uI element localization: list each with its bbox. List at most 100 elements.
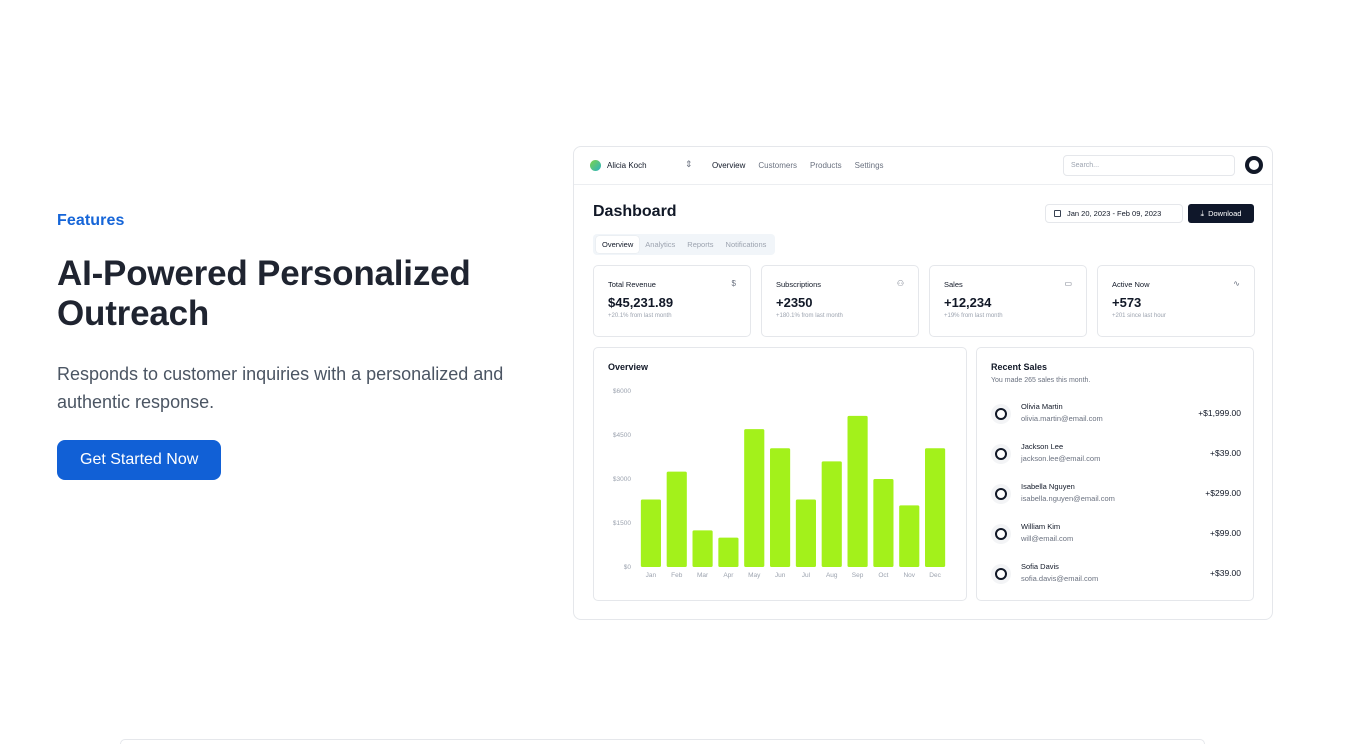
bar-jul (795, 499, 816, 567)
stat-card-revenue: Total Revenue $ $45,231.89 +20.1% from l… (593, 265, 751, 337)
sale-amount: +$299.00 (1205, 488, 1241, 498)
x-tick-label: Aug (826, 572, 838, 579)
dashboard-tabs: Overview Analytics Reports Notifications (593, 234, 776, 255)
recent-sales-title: Recent Sales (991, 362, 1048, 372)
user-avatar-icon (1249, 160, 1259, 170)
y-tick-label: $6000 (613, 388, 631, 395)
sale-name: Isabella Nguyen (1021, 482, 1075, 491)
hero-headline: AI-Powered Personalized Outreach (57, 254, 471, 333)
tab-analytics[interactable]: Analytics (645, 240, 676, 249)
y-tick-label: $0 (624, 564, 632, 571)
sale-name: Jackson Lee (1021, 442, 1064, 451)
list-item: Sofia Davis sofia.davis@email.com +$39.0… (991, 562, 1241, 586)
user-avatar[interactable] (1245, 156, 1263, 174)
sale-email: sofia.davis@email.com (1021, 574, 1099, 583)
list-item: Isabella Nguyen isabella.nguyen@email.co… (991, 482, 1241, 506)
bar-feb (666, 471, 687, 567)
stat-cards: Total Revenue $ $45,231.89 +20.1% from l… (593, 265, 1255, 337)
y-tick-label: $3000 (613, 476, 631, 483)
features-eyebrow: Features (57, 212, 125, 229)
nav-products[interactable]: Products (810, 161, 842, 170)
date-range-picker[interactable]: Jan 20, 2023 - Feb 09, 2023 (1045, 204, 1183, 223)
sale-name: William Kim (1021, 522, 1061, 531)
nav-overview[interactable]: Overview (712, 161, 746, 170)
x-tick-label: Sep (852, 572, 864, 579)
bar-jun (770, 448, 791, 567)
download-button[interactable]: ⤓ Download (1188, 204, 1254, 223)
download-icon: ⤓ (1200, 208, 1205, 218)
calendar-icon (1054, 210, 1061, 217)
sale-amount: +$39.00 (1210, 568, 1241, 578)
stat-value: +2350 (776, 295, 813, 310)
stat-value: +573 (1112, 295, 1142, 310)
nav-settings[interactable]: Settings (854, 161, 884, 170)
overview-title: Overview (608, 362, 649, 372)
tab-overview[interactable]: Overview (596, 236, 640, 253)
person-icon (995, 448, 1007, 460)
avatar (991, 524, 1011, 544)
bar-may (744, 429, 765, 567)
x-tick-label: Jun (775, 572, 786, 579)
bar-dec (925, 448, 946, 567)
main-nav: Overview Customers Products Settings (712, 161, 884, 170)
sale-email: olivia.martin@email.com (1021, 414, 1103, 423)
bar-mar (692, 530, 713, 567)
x-tick-label: Mar (697, 572, 709, 579)
tab-notifications[interactable]: Notifications (725, 240, 767, 249)
stat-sub: +180.1% from last month (776, 313, 843, 319)
credit-card-icon: ▭ (1064, 279, 1072, 288)
stat-card-sales: Sales ▭ +12,234 +19% from last month (929, 265, 1087, 337)
stat-label: Total Revenue (608, 280, 656, 289)
search-input[interactable]: Search... (1063, 155, 1235, 176)
sale-email: isabella.nguyen@email.com (1021, 494, 1115, 503)
stat-card-active: Active Now ∿ +573 +201 since last hour (1097, 265, 1255, 337)
dashboard-preview: Alicia Koch ⇕ Overview Customers Product… (573, 146, 1273, 620)
bar-apr (718, 537, 739, 567)
stat-card-subscriptions: Subscriptions ⚇ +2350 +180.1% from last … (761, 265, 919, 337)
bar-oct (873, 479, 894, 567)
person-icon (995, 488, 1007, 500)
sale-amount: +$99.00 (1210, 528, 1241, 538)
avatar (991, 444, 1011, 464)
get-started-button[interactable]: Get Started Now (57, 440, 222, 480)
stat-label: Subscriptions (776, 280, 822, 289)
x-tick-label: May (748, 572, 761, 579)
list-item: Jackson Lee jackson.lee@email.com +$39.0… (991, 442, 1241, 466)
avatar (991, 404, 1011, 424)
sale-name: Olivia Martin (1021, 402, 1063, 411)
sale-email: jackson.lee@email.com (1021, 454, 1101, 463)
next-section-edge (120, 739, 1205, 744)
avatar (991, 564, 1011, 584)
tab-reports[interactable]: Reports (687, 240, 714, 249)
x-tick-label: Oct (878, 572, 888, 579)
x-tick-label: Jan (646, 572, 657, 579)
stat-label: Sales (944, 280, 963, 289)
download-label: Download (1208, 209, 1242, 218)
team-avatar-icon (590, 160, 601, 171)
list-item: Olivia Martin olivia.martin@email.com +$… (991, 402, 1241, 426)
y-tick-label: $4500 (613, 432, 631, 439)
person-icon (995, 568, 1007, 580)
bar-nov (899, 505, 920, 567)
overview-bar-chart: $0 $1500 $3000 $4500 $6000 Jan Feb Mar Apr May Jun… (613, 388, 946, 579)
bar-jan (640, 499, 661, 567)
stat-sub: +19% from last month (944, 313, 1003, 319)
hero-section: Features AI-Powered Personalized Outreac… (57, 212, 517, 480)
dollar-icon: $ (731, 279, 736, 288)
stat-value: $45,231.89 (608, 295, 674, 310)
overview-card: Overview $0 $1500 $3000 $4500 $6000 Jan Feb Mar… (593, 347, 967, 601)
x-tick-label: Nov (903, 572, 915, 579)
x-tick-label: Jul (802, 572, 811, 579)
x-tick-label: Dec (929, 572, 941, 579)
sale-email: will@email.com (1021, 534, 1074, 543)
y-tick-label: $1500 (613, 520, 631, 527)
stat-label: Active Now (1112, 280, 1150, 289)
bar-aug (821, 461, 842, 567)
nav-customers[interactable]: Customers (758, 161, 798, 170)
recent-sales-subtitle: You made 265 sales this month. (991, 377, 1091, 384)
dashboard-topbar: Alicia Koch ⇕ Overview Customers Product… (574, 147, 1272, 185)
sale-amount: +$1,999.00 (1198, 408, 1241, 418)
team-switcher[interactable]: Alicia Koch ⇕ (590, 159, 693, 171)
hero-description: Responds to customer inquiries with a pe… (57, 364, 504, 412)
